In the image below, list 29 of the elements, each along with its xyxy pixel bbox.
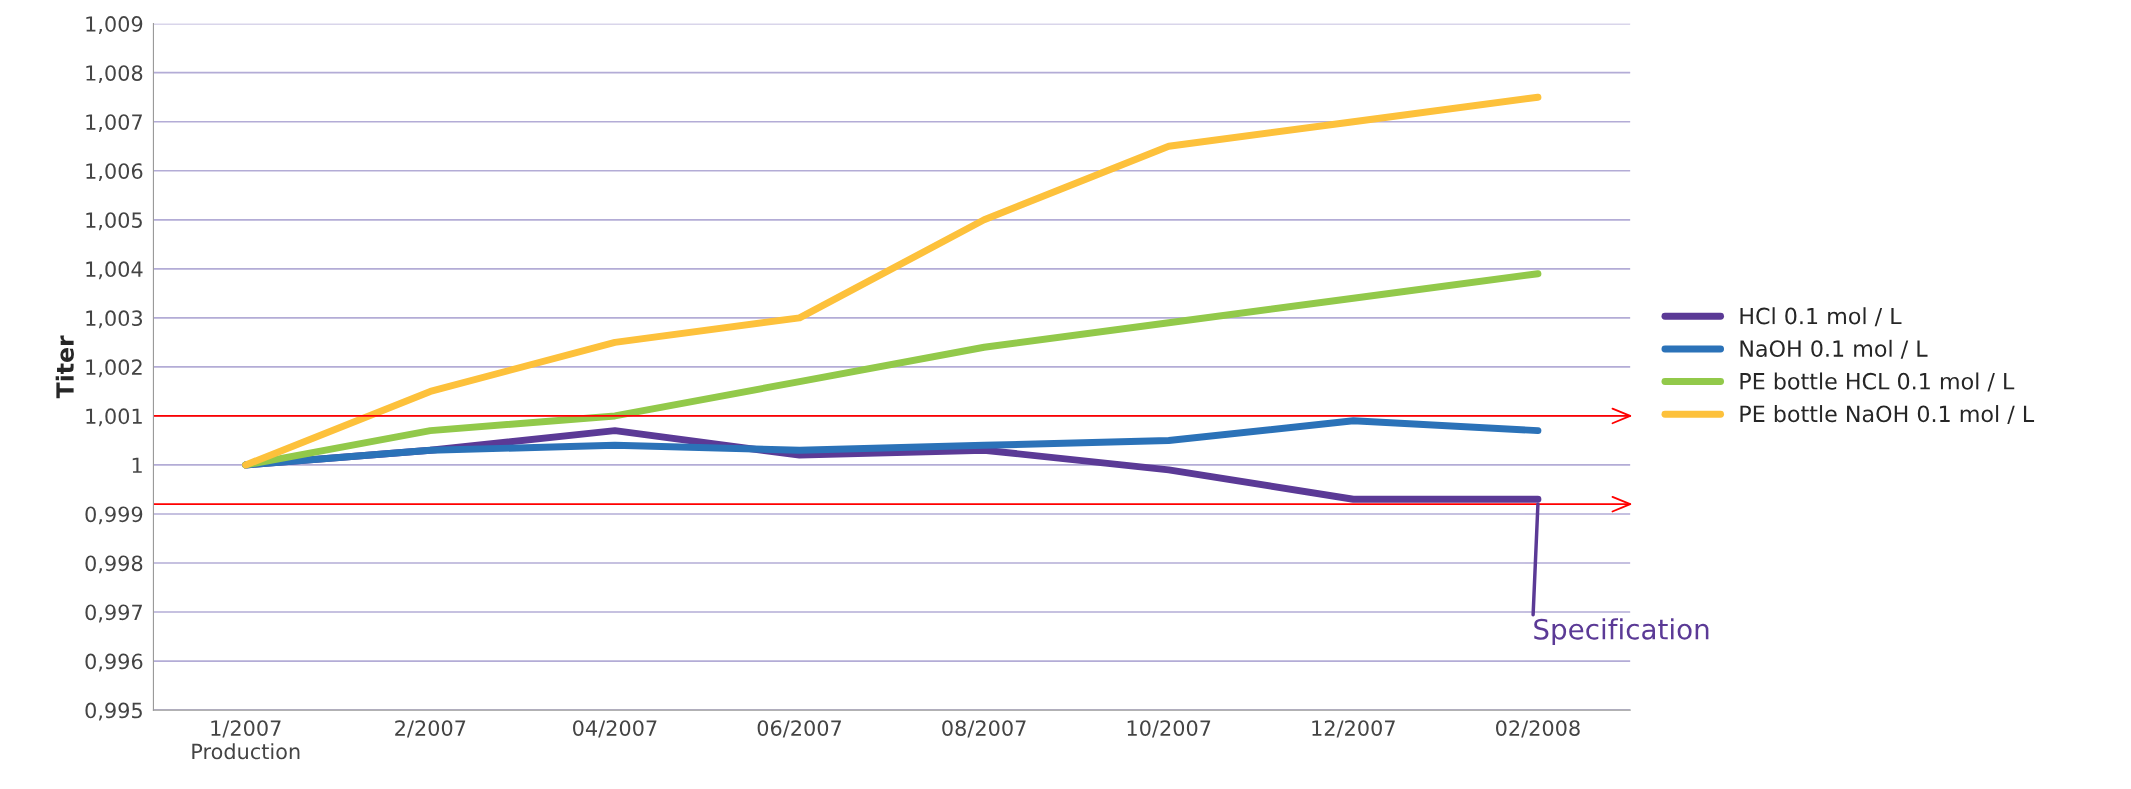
x-tick-label: 1/2007 Production [192,720,300,760]
x-tick-label: 02/2008 [1496,720,1580,738]
y-tick-label: 1,004 [86,261,143,280]
legend-label: PE bottle NaOH 0.1 mol / L [1740,405,2035,425]
y-tick-label: 1 [132,457,142,473]
y-tick-label: 1,001 [86,408,142,427]
y-tick-label: 0,995 [85,702,142,721]
x-tick-label: 04/2007 [573,720,657,738]
y-tick-label: 1,006 [86,163,143,182]
x-tick-label: 12/2007 [1312,720,1395,738]
x-tick-label: 08/2007 [942,720,1026,738]
legend-label: HCl 0.1 mol / L [1740,307,1902,327]
y-tick-label: 0,996 [85,653,143,672]
y-axis-title: Titer [55,335,74,399]
x-tick-label: 2/2007 [395,720,466,738]
legend-label: PE bottle HCL 0.1 mol / L [1740,372,2015,392]
legend-label: NaOH 0.1 mol / L [1740,339,1928,359]
x-tick-label: 06/2007 [757,720,842,738]
y-tick-label: 0,997 [85,604,142,623]
y-tick-label: 1,002 [86,359,142,378]
y-tick-label: 1,007 [86,114,142,133]
y-tick-label: 1,009 [86,16,143,35]
y-tick-label: 1,003 [86,310,143,329]
y-tick-label: 1,008 [86,65,143,84]
annotation: Specification [1534,618,1709,646]
y-tick-label: 1,005 [86,212,142,231]
y-tick-label: 0,998 [85,555,143,574]
y-tick-label: 0,999 [85,506,143,525]
x-tick-label: 10/2007 [1127,720,1211,738]
